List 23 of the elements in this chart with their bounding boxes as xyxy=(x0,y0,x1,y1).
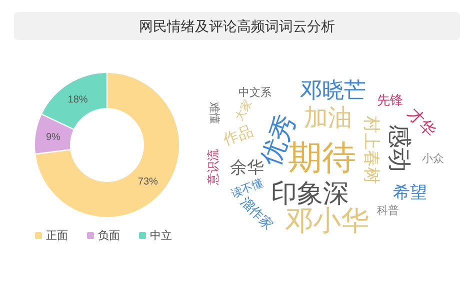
text: 邓晓芒 xyxy=(300,78,366,103)
text: 意识流 xyxy=(206,149,220,186)
text: 先锋 xyxy=(377,92,403,108)
data-label: 73% xyxy=(138,176,158,188)
legend-label: 中立 xyxy=(150,229,172,242)
text: 加油 xyxy=(304,104,352,132)
text: 科普 xyxy=(377,204,399,217)
text: 小众 xyxy=(422,152,444,165)
text: 希望 xyxy=(393,182,427,202)
data-label: 9% xyxy=(46,132,61,143)
legend-label: 负面 xyxy=(98,230,120,242)
text: 网民情绪及评论高频词词云分析 xyxy=(139,18,335,34)
donut-slice xyxy=(42,73,106,129)
text: 作品 xyxy=(220,122,256,150)
text: 难懂 xyxy=(208,102,220,124)
text: 村上春树 xyxy=(362,115,382,184)
data-label: 18% xyxy=(68,94,88,106)
legend-label: 正面 xyxy=(46,230,68,242)
text: 中文系 xyxy=(238,86,272,99)
text: 大家 xyxy=(232,97,254,123)
donut-slice xyxy=(35,114,74,154)
text: 感动 xyxy=(386,124,413,172)
donut-slice xyxy=(36,73,179,217)
